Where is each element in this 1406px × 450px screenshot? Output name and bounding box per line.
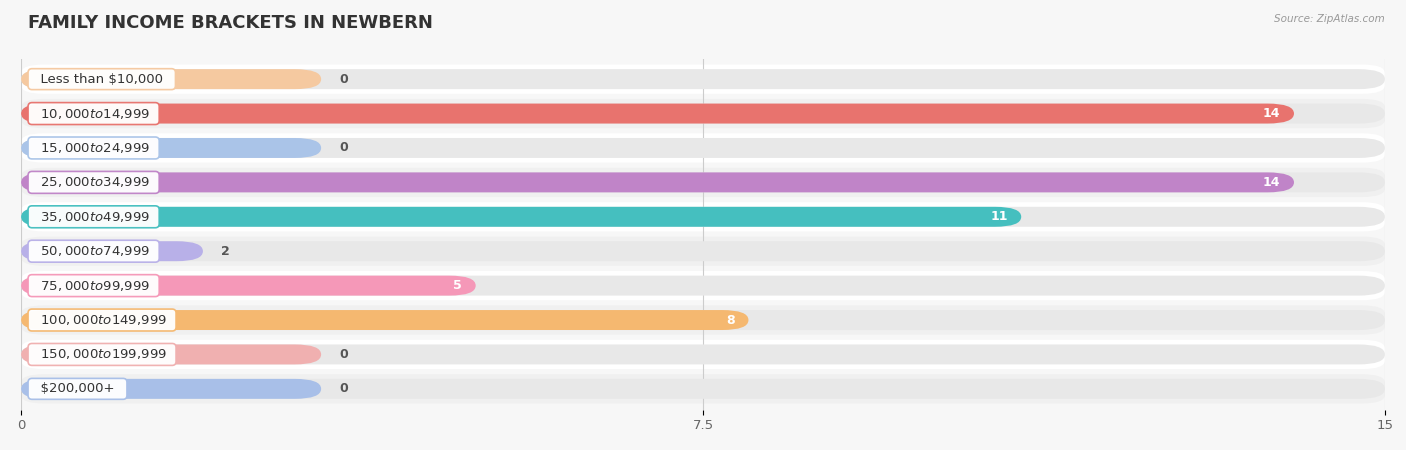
- FancyBboxPatch shape: [21, 207, 1385, 227]
- FancyBboxPatch shape: [21, 310, 748, 330]
- FancyBboxPatch shape: [21, 276, 475, 296]
- Text: 14: 14: [1263, 176, 1281, 189]
- Text: 0: 0: [339, 72, 349, 86]
- Text: $35,000 to $49,999: $35,000 to $49,999: [32, 210, 155, 224]
- FancyBboxPatch shape: [21, 241, 1385, 261]
- FancyBboxPatch shape: [21, 340, 1385, 369]
- FancyBboxPatch shape: [21, 276, 1385, 296]
- Text: 0: 0: [339, 348, 349, 361]
- FancyBboxPatch shape: [21, 344, 1385, 364]
- FancyBboxPatch shape: [21, 133, 1385, 162]
- FancyBboxPatch shape: [21, 271, 1385, 300]
- FancyBboxPatch shape: [21, 172, 1385, 192]
- Text: 0: 0: [339, 382, 349, 396]
- FancyBboxPatch shape: [21, 69, 1385, 89]
- FancyBboxPatch shape: [21, 138, 321, 158]
- FancyBboxPatch shape: [21, 310, 1385, 330]
- FancyBboxPatch shape: [21, 104, 1294, 124]
- Text: $150,000 to $199,999: $150,000 to $199,999: [32, 347, 172, 361]
- Text: Source: ZipAtlas.com: Source: ZipAtlas.com: [1274, 14, 1385, 23]
- FancyBboxPatch shape: [21, 99, 1385, 128]
- Text: Less than $10,000: Less than $10,000: [32, 72, 172, 86]
- Text: 0: 0: [339, 141, 349, 154]
- FancyBboxPatch shape: [21, 64, 1385, 94]
- FancyBboxPatch shape: [21, 69, 321, 89]
- FancyBboxPatch shape: [21, 344, 321, 364]
- Text: $75,000 to $99,999: $75,000 to $99,999: [32, 279, 155, 292]
- Text: FAMILY INCOME BRACKETS IN NEWBERN: FAMILY INCOME BRACKETS IN NEWBERN: [28, 14, 433, 32]
- Text: 8: 8: [725, 314, 735, 327]
- Text: $50,000 to $74,999: $50,000 to $74,999: [32, 244, 155, 258]
- FancyBboxPatch shape: [21, 138, 1385, 158]
- FancyBboxPatch shape: [21, 241, 202, 261]
- FancyBboxPatch shape: [21, 306, 1385, 335]
- FancyBboxPatch shape: [21, 379, 321, 399]
- Text: $25,000 to $34,999: $25,000 to $34,999: [32, 176, 155, 189]
- Text: $15,000 to $24,999: $15,000 to $24,999: [32, 141, 155, 155]
- FancyBboxPatch shape: [21, 104, 1385, 124]
- Text: $100,000 to $149,999: $100,000 to $149,999: [32, 313, 172, 327]
- FancyBboxPatch shape: [21, 237, 1385, 266]
- FancyBboxPatch shape: [21, 168, 1385, 197]
- Text: $200,000+: $200,000+: [32, 382, 122, 396]
- FancyBboxPatch shape: [21, 202, 1385, 231]
- Text: $10,000 to $14,999: $10,000 to $14,999: [32, 107, 155, 121]
- FancyBboxPatch shape: [21, 207, 1021, 227]
- Text: 2: 2: [221, 245, 229, 258]
- FancyBboxPatch shape: [21, 379, 1385, 399]
- FancyBboxPatch shape: [21, 172, 1294, 192]
- FancyBboxPatch shape: [21, 374, 1385, 404]
- Text: 11: 11: [990, 210, 1008, 223]
- Text: 14: 14: [1263, 107, 1281, 120]
- Text: 5: 5: [453, 279, 463, 292]
